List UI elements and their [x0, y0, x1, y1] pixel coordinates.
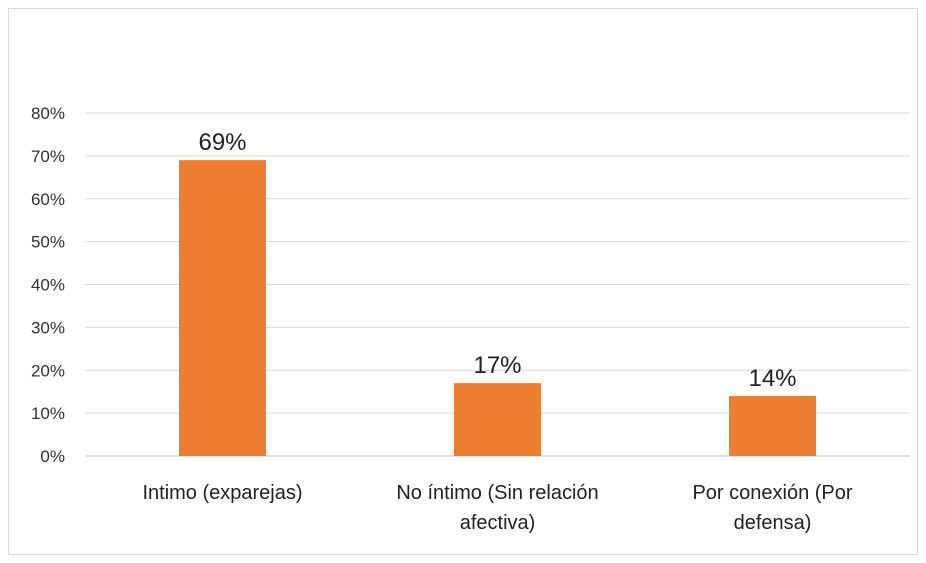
- data-label: 14%: [748, 365, 796, 392]
- bar: [729, 395, 816, 456]
- data-label: 17%: [473, 352, 521, 379]
- y-tick-label: 80%: [31, 104, 65, 123]
- x-tick-label-line: defensa): [734, 512, 812, 534]
- x-tick-label-line: afectiva): [460, 512, 536, 534]
- chart-frame: [8, 8, 918, 555]
- y-tick-label: 70%: [31, 147, 65, 166]
- y-tick-label: 0%: [40, 447, 65, 466]
- bar: [179, 160, 266, 456]
- x-tick-label: No íntimo (Sin relación afectiva): [396, 482, 598, 534]
- x-tick-label-line: Intimo (exparejas): [142, 482, 302, 504]
- y-tick-label: 10%: [31, 404, 65, 423]
- x-tick-label-line: Por conexión (Por: [692, 482, 852, 504]
- y-tick-label: 60%: [31, 190, 65, 209]
- y-tick-label: 40%: [31, 276, 65, 295]
- y-tick-label: 30%: [31, 318, 65, 337]
- bar: [454, 383, 541, 456]
- y-tick-label: 50%: [31, 233, 65, 252]
- y-tick-label: 20%: [31, 361, 65, 380]
- data-label: 69%: [198, 129, 246, 156]
- x-tick-label-line: No íntimo (Sin relación: [396, 482, 598, 504]
- x-tick-label: Por conexión (Por defensa): [692, 482, 852, 534]
- x-tick-label: Intimo (exparejas): [142, 482, 302, 504]
